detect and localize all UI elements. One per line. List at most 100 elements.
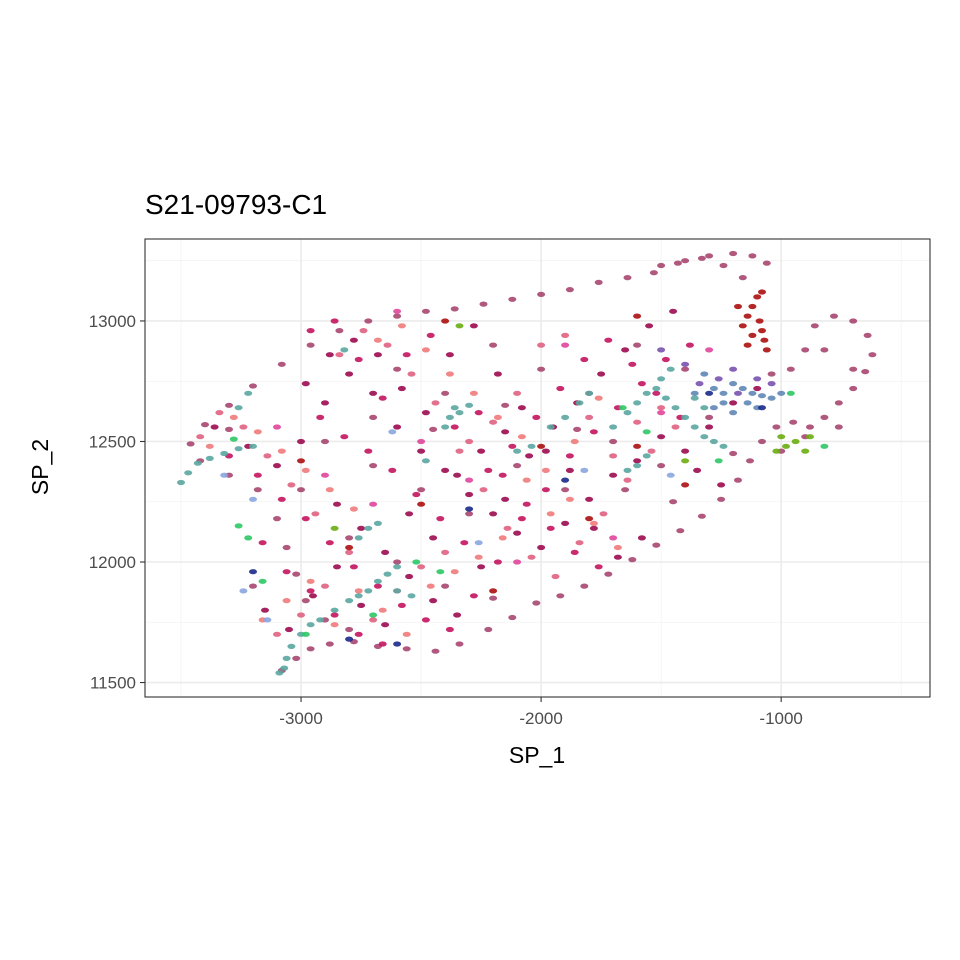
data-point (412, 559, 421, 565)
data-point (830, 313, 838, 319)
data-point (469, 593, 478, 599)
data-point (561, 487, 570, 493)
data-point (373, 352, 382, 358)
data-point (474, 410, 483, 416)
data-point (666, 472, 675, 478)
data-point (681, 482, 690, 488)
data-point (628, 557, 637, 563)
data-point (469, 323, 478, 329)
data-point (661, 395, 670, 401)
data-point (527, 554, 536, 560)
y-tick-label: 13000 (89, 312, 136, 331)
data-point (397, 602, 406, 609)
data-point (758, 405, 766, 411)
data-point (373, 583, 382, 589)
data-point (330, 525, 339, 531)
data-point (580, 467, 589, 473)
data-point (681, 361, 690, 367)
data-point (789, 419, 798, 425)
data-point (383, 342, 392, 348)
data-point (609, 453, 618, 459)
data-point (450, 405, 459, 411)
point-series-7 (273, 308, 714, 565)
data-point (292, 571, 301, 577)
data-point (743, 342, 752, 348)
data-point (758, 289, 766, 295)
data-point (345, 598, 354, 604)
data-point (570, 438, 579, 445)
data-point (522, 477, 531, 483)
data-point (244, 390, 253, 396)
data-point (455, 448, 464, 454)
data-point (441, 583, 450, 589)
data-point (229, 414, 238, 420)
data-point (277, 361, 286, 367)
data-point (325, 540, 334, 546)
data-point (541, 467, 550, 473)
data-point (868, 352, 877, 358)
data-point (354, 631, 363, 637)
data-point (474, 540, 483, 546)
data-point (489, 595, 498, 601)
y-axis-title: SP_2 (27, 439, 53, 495)
data-point (273, 463, 281, 469)
chart-title: S21-09793-C1 (145, 189, 327, 220)
data-point (820, 443, 829, 449)
data-point (729, 410, 738, 416)
data-point (249, 496, 257, 502)
data-point (234, 446, 243, 452)
data-point (393, 424, 402, 430)
x-tick-label: -1000 (759, 709, 802, 728)
data-point (225, 426, 233, 432)
data-point (743, 313, 752, 319)
data-point (575, 540, 584, 546)
data-point (637, 535, 646, 541)
data-point (330, 612, 339, 618)
data-point (287, 482, 296, 488)
data-point (357, 602, 366, 609)
data-point (498, 535, 507, 541)
data-point (734, 303, 742, 310)
data-point (354, 593, 363, 599)
data-point (277, 448, 286, 454)
data-point (652, 390, 661, 396)
data-point (205, 455, 214, 461)
data-point (301, 381, 310, 387)
data-point (849, 366, 858, 372)
data-point (861, 369, 870, 375)
data-point (450, 569, 459, 575)
data-point (589, 429, 598, 435)
data-point (657, 376, 666, 382)
data-point (429, 598, 438, 604)
data-point (760, 337, 769, 343)
data-point (758, 328, 766, 334)
data-point (292, 655, 301, 662)
data-point (791, 438, 800, 445)
data-point (417, 438, 426, 445)
data-point (609, 438, 618, 445)
data-point (849, 318, 858, 324)
data-point (580, 356, 589, 363)
data-point (513, 463, 522, 469)
data-point (541, 448, 550, 454)
data-point (561, 414, 570, 420)
data-point (709, 385, 718, 392)
data-point (201, 422, 209, 428)
data-point (354, 356, 363, 363)
data-point (657, 405, 666, 411)
data-point (561, 332, 570, 338)
data-point (801, 448, 810, 454)
data-point (407, 371, 416, 377)
data-point (649, 270, 658, 276)
data-point (177, 479, 185, 486)
data-point (469, 390, 478, 396)
point-series-8 (657, 347, 776, 396)
data-point (685, 342, 694, 348)
data-point (431, 400, 440, 406)
data-point (397, 385, 406, 392)
data-point (263, 453, 272, 459)
data-point (258, 578, 267, 584)
data-point (402, 352, 411, 358)
data-point (729, 400, 738, 406)
y-axis: 11500 12000 12500 13000 (89, 312, 145, 693)
